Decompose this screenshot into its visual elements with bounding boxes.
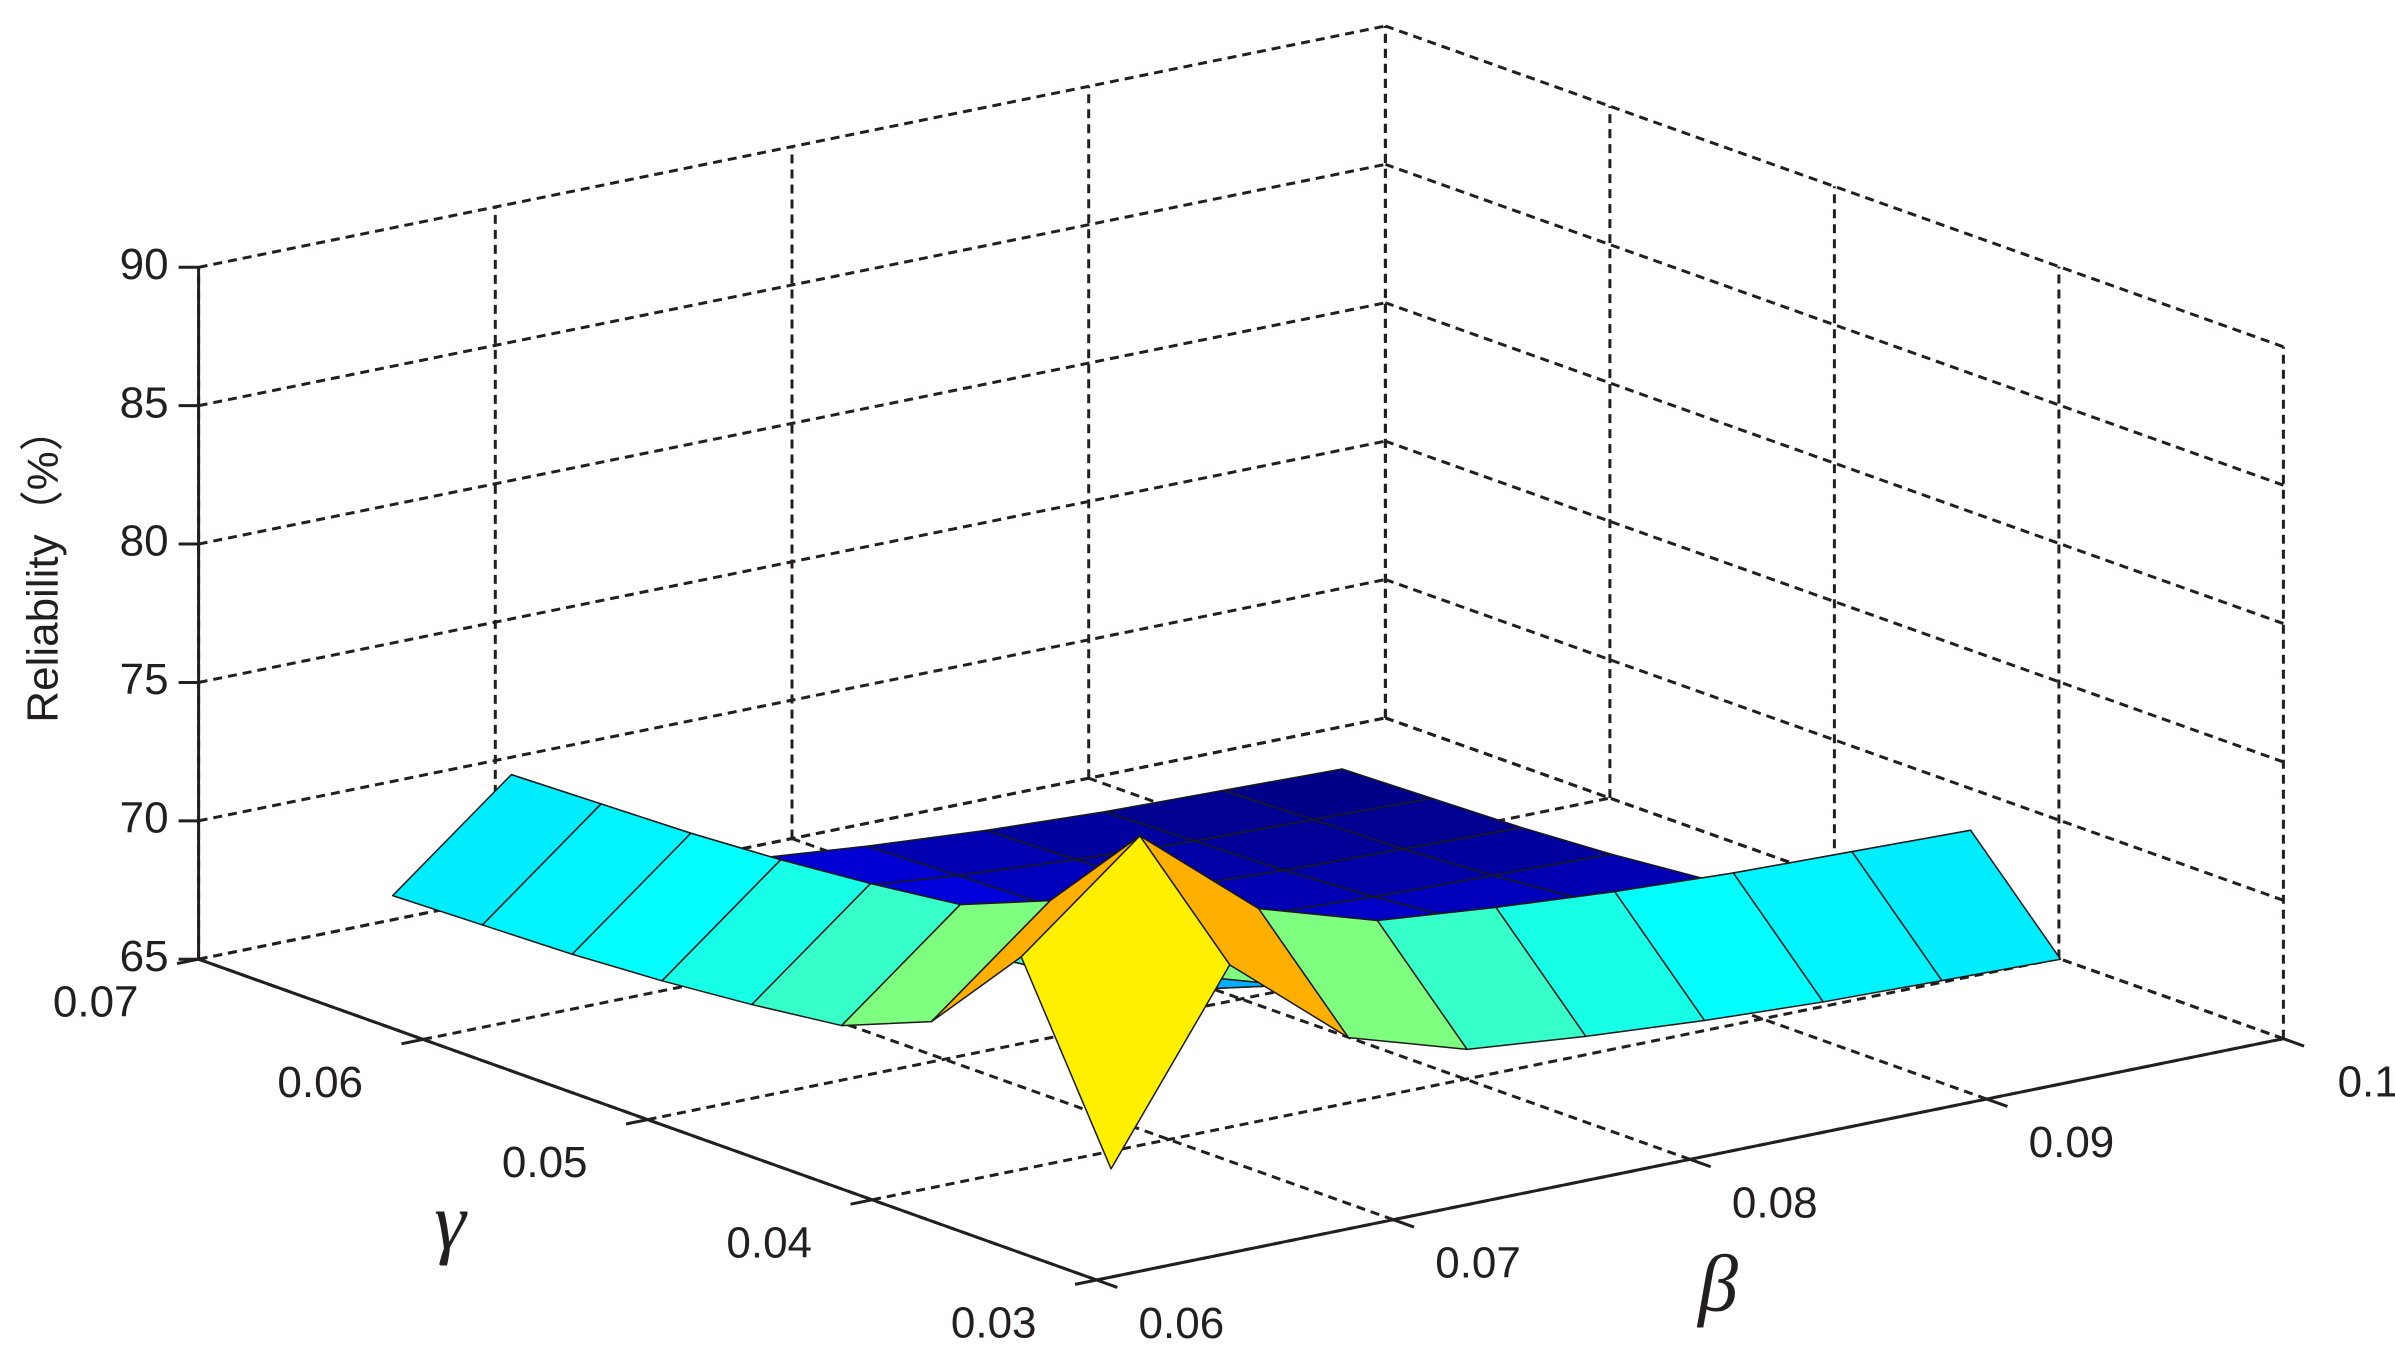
y-tick-label: 0.04 xyxy=(726,1218,812,1267)
y-tick-label: 0.07 xyxy=(53,978,139,1027)
grid-line xyxy=(1384,439,2284,764)
surface-patch xyxy=(1020,835,1231,1170)
grid-line xyxy=(1384,24,2284,349)
z-axis-title: Reliability（%） xyxy=(19,407,68,722)
grid xyxy=(197,24,2285,1282)
grid-line xyxy=(494,897,1394,1222)
tick-mark xyxy=(1074,1278,1097,1286)
tick-mark xyxy=(2282,1037,2305,1048)
y-tick-label: 0.05 xyxy=(502,1138,588,1187)
tick-mark xyxy=(1392,1218,1415,1229)
grid-line xyxy=(1384,162,2284,487)
y-tick-label: 0.03 xyxy=(951,1299,1037,1348)
z-tick-label: 90 xyxy=(120,240,169,289)
z-tick-label: 75 xyxy=(120,655,169,704)
x-tick-label: 0.1 xyxy=(2338,1058,2395,1107)
grid-line xyxy=(198,301,1386,546)
grid-line xyxy=(791,837,1691,1161)
x-axis-title: β xyxy=(1696,1240,1738,1328)
x-tick-label: 0.08 xyxy=(1732,1178,1818,1227)
axes: 65 70 75 80 85 90 0.03 0.04 0.05 0.06 0.07 0.06 0.07… xyxy=(53,240,2395,1348)
y-tick-label: 0.06 xyxy=(277,1058,363,1107)
x-tick-label: 0.06 xyxy=(1139,1299,1225,1348)
y-axis-title: γ xyxy=(434,1178,468,1266)
grid-line xyxy=(198,162,1386,408)
z-tick-label: 70 xyxy=(120,793,169,842)
z-tick-label: 85 xyxy=(120,378,169,427)
grid-line xyxy=(871,957,2060,1202)
tick-mark xyxy=(850,1198,873,1206)
tick-mark xyxy=(1986,1097,2008,1108)
z-tick-label: 65 xyxy=(120,932,169,981)
tick-mark xyxy=(1096,1278,1118,1289)
grid-line xyxy=(1384,716,2284,1041)
tick-mark xyxy=(176,957,199,966)
grid-line xyxy=(1384,578,2284,902)
x-tick-label: 0.07 xyxy=(1435,1239,1521,1288)
x-tick-label: 0.09 xyxy=(2029,1118,2115,1167)
z-tick-label: 80 xyxy=(120,517,169,566)
surface xyxy=(391,768,2062,1170)
tick-mark xyxy=(625,1118,648,1126)
grid-line xyxy=(1088,776,1988,1101)
grid-line xyxy=(198,716,1386,961)
grid-line xyxy=(1384,301,2284,625)
tick-mark xyxy=(401,1037,424,1046)
tick-mark xyxy=(1689,1157,1712,1169)
